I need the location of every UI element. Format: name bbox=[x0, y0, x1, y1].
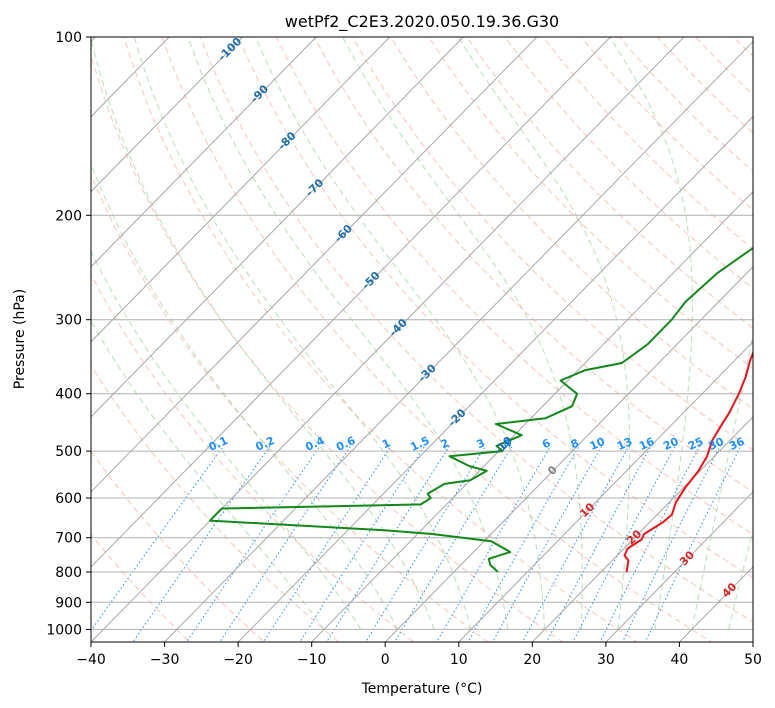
y-axis-label: Pressure (hPa) bbox=[12, 289, 28, 389]
mixing-ratio-line bbox=[644, 445, 742, 642]
isotherm-line bbox=[458, 341, 753, 642]
dry-adiabats bbox=[91, 37, 753, 642]
mixing-ratio-line bbox=[599, 445, 701, 642]
moist-adiabat bbox=[91, 162, 398, 630]
y-tick-label: 1000 bbox=[46, 622, 82, 638]
temperature-profile-line bbox=[623, 350, 753, 573]
y-axis: 100 200 300 400 500 600 700 800 900 1000 bbox=[46, 30, 91, 638]
y-tick-label: 300 bbox=[55, 313, 82, 329]
mixing-ratio-line bbox=[91, 445, 224, 632]
plot-background bbox=[91, 37, 753, 642]
isotherm-line bbox=[237, 115, 753, 642]
isotherm-line bbox=[605, 491, 753, 642]
moist-adiabat bbox=[342, 37, 583, 630]
dry-adiabat bbox=[91, 273, 415, 642]
y-tick-label: 800 bbox=[55, 565, 82, 581]
moist-adiabat bbox=[187, 37, 509, 630]
mixing-ratio-label: 20 bbox=[661, 435, 681, 453]
x-tick-label: 0 bbox=[381, 652, 390, 668]
moist-adiabat bbox=[457, 37, 631, 630]
dry-adiabat bbox=[466, 37, 753, 329]
isotherm-line bbox=[384, 266, 753, 642]
dry-adiabat bbox=[91, 450, 265, 642]
y-tick-label: 100 bbox=[55, 30, 82, 46]
y-tick-label: 500 bbox=[55, 444, 82, 460]
isotherm-line bbox=[91, 37, 317, 268]
x-tick-label: 30 bbox=[597, 652, 615, 668]
isotherm-line bbox=[91, 37, 612, 568]
x-axis-label: Temperature (°C) bbox=[361, 681, 483, 697]
isotherm-line bbox=[91, 37, 538, 493]
dry-adiabat bbox=[91, 53, 564, 642]
mixing-ratio-label: 25 bbox=[686, 435, 705, 453]
mixing-ratio-label: 16 bbox=[637, 435, 657, 453]
dewpoint-profile-line bbox=[209, 246, 753, 573]
dry-adiabat bbox=[390, 37, 753, 410]
y-tick-label: 900 bbox=[55, 595, 82, 611]
moist-adiabat bbox=[91, 320, 325, 630]
dry-adiabat bbox=[428, 37, 753, 369]
dry-adiabat bbox=[161, 37, 713, 642]
mixing-ratio-line bbox=[622, 445, 721, 642]
isotherm-line bbox=[91, 37, 244, 193]
y-tick-label: 400 bbox=[55, 387, 82, 403]
sounding-series bbox=[209, 246, 753, 573]
isobar-grid bbox=[91, 214, 753, 630]
mixing-ratio-label: 30 bbox=[707, 435, 727, 453]
dry-adiabat bbox=[199, 37, 753, 623]
y-tick-label: 200 bbox=[55, 208, 82, 224]
isotherm-line bbox=[91, 37, 464, 418]
mixing-ratio-label: 13 bbox=[615, 435, 634, 453]
isotherm-line bbox=[531, 416, 753, 642]
x-tick-label: 50 bbox=[744, 652, 762, 668]
isotherm-line bbox=[310, 190, 753, 642]
isotherm-line bbox=[163, 40, 753, 642]
y-tick-label: 700 bbox=[55, 531, 82, 547]
plot-area: 0.1 0.2 0.4 0.6 1 1.5 2 3 4 6 8 10 13 16 20 25 30 36-100-… bbox=[91, 37, 753, 642]
moist-adiabat bbox=[91, 37, 435, 630]
isotherm-line bbox=[91, 37, 391, 343]
y-tick-label: 600 bbox=[55, 491, 82, 507]
dry-adiabat bbox=[91, 533, 191, 642]
moist-adiabat bbox=[255, 37, 546, 630]
plot-frame bbox=[90, 36, 754, 643]
x-tick-label: −30 bbox=[150, 652, 180, 668]
x-tick-label: 20 bbox=[523, 652, 541, 668]
dry-adiabat bbox=[91, 173, 489, 642]
chart-title: wetPf2_C2E3.2020.050.19.36.G30 bbox=[285, 12, 559, 32]
isotherm-line bbox=[91, 37, 685, 642]
mixing-ratio-label: 10 bbox=[588, 435, 608, 453]
mixing-ratio-line bbox=[219, 445, 352, 642]
moist-adiabat bbox=[691, 331, 753, 630]
isotherm-grid bbox=[91, 37, 753, 642]
moist-adiabat bbox=[91, 250, 362, 630]
moist-adiabat bbox=[609, 37, 693, 630]
x-tick-label: −20 bbox=[223, 652, 253, 668]
x-tick-label: −40 bbox=[76, 652, 106, 668]
mixing-ratio-label: 36 bbox=[727, 435, 747, 453]
x-tick-label: 40 bbox=[670, 652, 688, 668]
moist-adiabat bbox=[728, 528, 753, 630]
x-tick-label: 10 bbox=[450, 652, 468, 668]
x-axis: −40 −30 −20 −10 0 10 20 30 40 50 bbox=[76, 642, 762, 668]
x-tick-label: −10 bbox=[297, 652, 327, 668]
